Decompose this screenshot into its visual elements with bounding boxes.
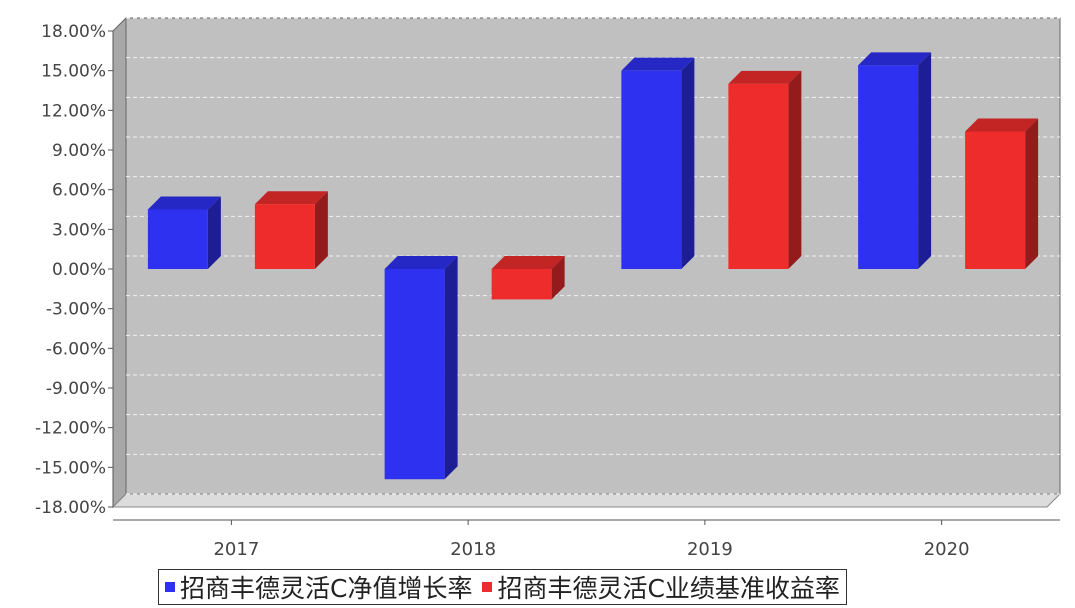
- bar-front: [965, 131, 1026, 269]
- y-tick-label: -12.00%: [35, 419, 106, 439]
- legend-item-nav-growth: 招商丰德灵活C净值增长率: [165, 569, 472, 605]
- bar-nav-growth-2019: [621, 57, 695, 270]
- bar-benchmark-2018: [491, 256, 565, 300]
- bar-side: [788, 70, 802, 269]
- y-tick-label: 12.00%: [41, 101, 106, 121]
- y-tick-label: 0.00%: [52, 260, 106, 280]
- bar-top: [965, 118, 1039, 132]
- y-tick-label: -6.00%: [46, 339, 106, 359]
- bar-front: [728, 83, 789, 269]
- bar-side: [1025, 118, 1039, 269]
- legend-label-nav-growth: 招商丰德灵活C净值增长率: [180, 574, 473, 603]
- bar-top: [384, 256, 458, 269]
- y-tick-label: 3.00%: [52, 220, 106, 240]
- x-tick-label: 2017: [213, 539, 259, 560]
- y-axis: 18.00% 15.00% 12.00% 9.00% 6.00% 3.00% 0.00% -3…: [35, 22, 114, 518]
- y-tick-label: 9.00%: [52, 141, 106, 161]
- y-tick-label: -18.00%: [35, 498, 106, 518]
- y-tick-label: 6.00%: [52, 181, 106, 201]
- y-tick-label: 15.00%: [41, 62, 106, 82]
- bar-front: [858, 65, 919, 269]
- bar-top: [858, 52, 932, 66]
- x-tick-label: 2020: [924, 539, 970, 560]
- bar-front: [491, 269, 552, 300]
- bar-side: [918, 52, 932, 269]
- bar-top: [147, 196, 221, 210]
- bar-side: [207, 196, 221, 269]
- bar-nav-growth-2018: [384, 256, 458, 480]
- bar-benchmark-2019: [728, 70, 802, 269]
- bar-side: [551, 256, 565, 300]
- x-axis: 2017 2018 2019 2020: [113, 519, 1060, 560]
- legend-swatch-nav-growth: [165, 582, 175, 592]
- legend-swatch-benchmark: [482, 582, 493, 592]
- bar-top: [621, 57, 695, 71]
- y-tick-label: 18.00%: [41, 22, 106, 42]
- bar-top: [728, 70, 802, 84]
- x-tick-label: 2019: [687, 539, 733, 560]
- bar-benchmark-2020: [965, 118, 1039, 269]
- y-tick-label: -9.00%: [46, 379, 106, 399]
- bar-side: [444, 256, 458, 480]
- legend: 招商丰德灵活C净值增长率 招商丰德灵活C业绩基准收益率: [158, 569, 847, 605]
- bar-front: [621, 70, 682, 270]
- legend-label-benchmark: 招商丰德灵活C业绩基准收益率: [497, 574, 840, 603]
- bar-front: [384, 269, 445, 480]
- y-tick-label: -15.00%: [35, 458, 106, 478]
- legend-item-benchmark: 招商丰德灵活C业绩基准收益率: [482, 569, 840, 605]
- bars: [147, 52, 1039, 480]
- bar-nav-growth-2017: [147, 196, 221, 269]
- floor: [111, 493, 1062, 508]
- bar-side: [681, 57, 695, 269]
- x-tick-label: 2018: [450, 539, 496, 560]
- left-wall: [112, 16, 127, 509]
- bar-top: [254, 191, 328, 205]
- bar-front: [147, 209, 208, 269]
- bar-side: [314, 191, 328, 269]
- bar-nav-growth-2020: [858, 52, 932, 269]
- bar-front: [254, 204, 315, 269]
- y-tick-label: -3.00%: [46, 300, 106, 320]
- bar-top: [491, 256, 565, 269]
- bar-benchmark-2017: [254, 191, 328, 269]
